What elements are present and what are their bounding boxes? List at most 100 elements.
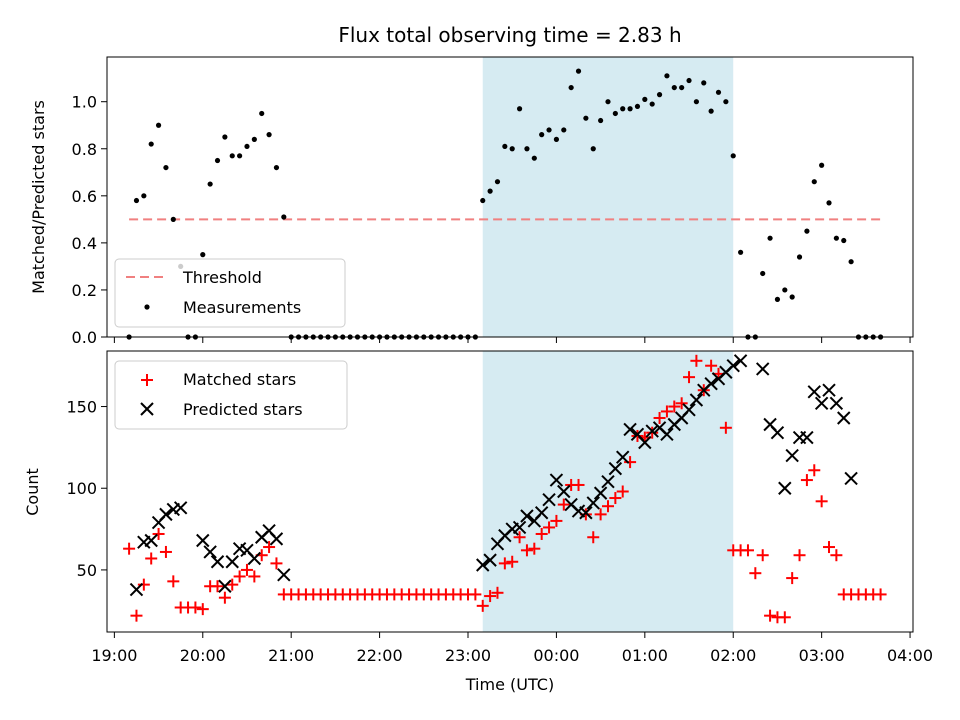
predicted-star-point bbox=[159, 507, 173, 522]
ratio-y-tick-label: 0.0 bbox=[72, 328, 97, 347]
matched-star-point bbox=[808, 464, 821, 477]
measurement-point bbox=[163, 164, 169, 171]
measurement-point bbox=[627, 106, 633, 112]
predicted-star-point bbox=[660, 427, 674, 442]
count-y-axis-label: Count bbox=[23, 468, 42, 516]
measurement-point bbox=[811, 179, 817, 185]
predicted-star-point bbox=[196, 533, 210, 548]
measurement-point bbox=[590, 146, 596, 152]
count-x-tick-label: 04:00 bbox=[887, 646, 933, 665]
x-axis-label: Time (UTC) bbox=[465, 675, 554, 694]
measurement-point bbox=[539, 132, 545, 138]
predicted-star-point bbox=[726, 358, 740, 373]
matched-star-point bbox=[491, 586, 504, 599]
predicted-star-point bbox=[129, 582, 144, 597]
predicted-star-point bbox=[173, 501, 188, 515]
measurement-point bbox=[605, 99, 611, 105]
matched-star-point bbox=[476, 599, 489, 612]
legend-measurements-label: Measurements bbox=[183, 298, 301, 317]
count-y-tick-label: 100 bbox=[66, 479, 97, 498]
count-x-tick-label: 02:00 bbox=[710, 646, 756, 665]
matched-star-point bbox=[749, 567, 762, 580]
legend-predicted-swatch bbox=[140, 402, 154, 416]
predicted-star-point bbox=[689, 393, 704, 407]
measurement-point bbox=[575, 68, 582, 74]
measurement-point bbox=[767, 235, 773, 241]
measurement-point bbox=[804, 228, 810, 234]
predicted-star-point bbox=[844, 471, 858, 486]
predicted-star-point bbox=[476, 558, 490, 572]
measurement-point bbox=[686, 77, 692, 84]
matched-star-point bbox=[123, 542, 136, 555]
measurement-point bbox=[841, 237, 847, 244]
matched-star-point bbox=[557, 498, 570, 511]
predicted-star-point bbox=[704, 376, 718, 391]
predicted-star-point bbox=[542, 492, 556, 507]
matched-star-point bbox=[741, 544, 754, 557]
matched-star-point bbox=[535, 527, 548, 540]
matched-star-point bbox=[513, 531, 526, 544]
matched-star-point bbox=[719, 421, 732, 434]
predicted-star-point bbox=[616, 450, 630, 464]
measurement-point bbox=[546, 127, 552, 133]
matched-star-point bbox=[520, 544, 533, 557]
legend-predicted-label: Predicted stars bbox=[183, 400, 303, 419]
measurement-point bbox=[214, 157, 221, 164]
measurement-point bbox=[141, 193, 147, 199]
matched-star-point bbox=[830, 549, 843, 562]
predicted-star-point bbox=[601, 474, 615, 489]
predicted-star-point bbox=[225, 555, 239, 569]
measurement-point bbox=[531, 155, 537, 161]
predicted-star-point bbox=[557, 484, 571, 499]
measurement-point bbox=[561, 127, 567, 133]
measurement-point bbox=[789, 294, 795, 300]
count-x-tick-label: 20:00 bbox=[180, 646, 226, 665]
matched-star-point bbox=[683, 371, 696, 384]
count-y-tick-label: 50 bbox=[77, 561, 97, 580]
matched-star-point bbox=[159, 545, 172, 558]
matched-star-point bbox=[498, 557, 511, 570]
predicted-star-point bbox=[785, 448, 799, 463]
measurement-point bbox=[509, 146, 515, 152]
predicted-star-point bbox=[814, 396, 829, 410]
measurement-point bbox=[664, 73, 670, 79]
count-panel: 50 100 150 19:00 20:00 21:00 22:00 23:00 00:00 0… bbox=[23, 350, 933, 694]
predicted-star-point bbox=[520, 509, 534, 523]
matched-star-point bbox=[668, 400, 681, 413]
matched-stars-points bbox=[123, 354, 887, 624]
measurement-point bbox=[170, 216, 176, 222]
measurement-point bbox=[671, 84, 677, 91]
predicted-star-point bbox=[638, 435, 652, 450]
measurement-point bbox=[634, 103, 641, 110]
predicted-star-point bbox=[755, 362, 770, 376]
measurement-point bbox=[819, 162, 825, 168]
matched-star-point bbox=[484, 590, 497, 603]
predicted-star-point bbox=[269, 532, 284, 546]
matched-star-point bbox=[601, 500, 614, 513]
legend-threshold-label: Threshold bbox=[182, 268, 262, 287]
predicted-stars-points bbox=[129, 354, 858, 597]
measurement-point bbox=[693, 99, 699, 105]
predicted-star-point bbox=[210, 555, 225, 569]
predicted-star-point bbox=[277, 568, 291, 582]
predicted-star-point bbox=[593, 486, 608, 500]
predicted-star-point bbox=[837, 411, 851, 425]
measurement-point bbox=[730, 153, 736, 159]
measurement-point bbox=[760, 270, 766, 277]
measurement-point bbox=[200, 252, 206, 258]
matched-star-point bbox=[550, 514, 563, 527]
count-x-tick-label: 21:00 bbox=[268, 646, 314, 665]
predicted-star-point bbox=[144, 533, 158, 548]
measurement-point bbox=[782, 287, 788, 293]
predicted-star-point bbox=[645, 424, 659, 438]
measurement-point bbox=[487, 188, 493, 194]
matched-star-point bbox=[248, 570, 261, 583]
matched-star-point bbox=[587, 531, 600, 544]
ratio-legend-box bbox=[114, 258, 346, 328]
legend-measurements-swatch bbox=[144, 304, 150, 310]
count-x-tick-label: 23:00 bbox=[445, 646, 491, 665]
matched-star-point bbox=[270, 557, 283, 570]
measurement-point bbox=[281, 214, 287, 220]
matched-star-point bbox=[572, 478, 585, 491]
